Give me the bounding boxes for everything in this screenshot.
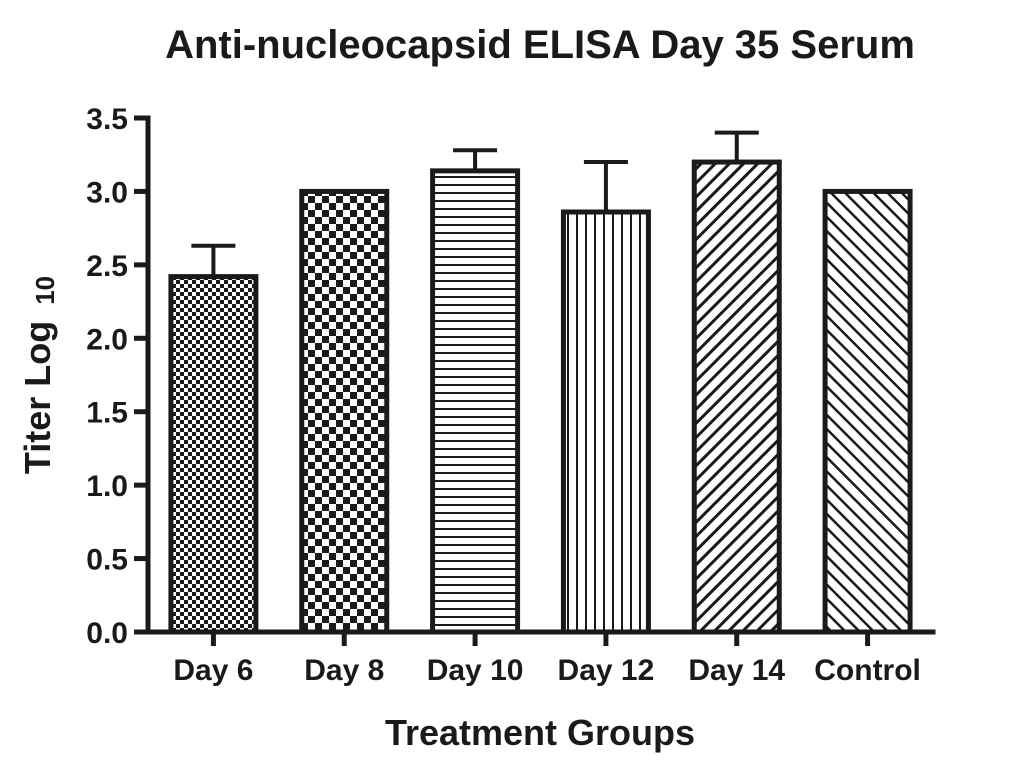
y-axis-title: Titer Log 10 xyxy=(17,276,60,474)
y-tick-label: 2.0 xyxy=(86,323,128,356)
bar-day-8 xyxy=(299,188,390,635)
y-tick-label: 3.0 xyxy=(86,176,128,209)
x-tick-label: Day 12 xyxy=(558,654,655,687)
x-tick-label: Day 14 xyxy=(688,654,785,687)
y-axis-title-main: Titer Log xyxy=(17,321,58,474)
bar-day-14 xyxy=(691,159,782,635)
y-tick-label: 2.5 xyxy=(86,250,128,283)
y-tick-label: 0.0 xyxy=(86,617,128,650)
bar-day-6 xyxy=(168,274,259,635)
y-tick-label: 1.0 xyxy=(86,470,128,503)
bar-day-10 xyxy=(430,168,521,635)
y-axis-ticks: 0.0 0.5 1.0 1.5 2.0 2.5 3.0 3.5 xyxy=(86,103,148,650)
x-tick-label: Day 6 xyxy=(173,654,253,687)
bar-day-12 xyxy=(560,209,651,635)
x-tick-label: Day 10 xyxy=(427,654,524,687)
svg-text:Titer Log 10: Titer Log 10 xyxy=(17,276,60,474)
bars-group xyxy=(168,130,913,635)
y-tick-label: 3.5 xyxy=(86,103,128,136)
y-tick-label: 1.5 xyxy=(86,397,128,430)
chart-title: Anti-nucleocapsid ELISA Day 35 Serum xyxy=(165,23,915,67)
x-axis-title: Treatment Groups xyxy=(385,712,695,753)
bar-control xyxy=(822,188,913,635)
y-axis-title-subscript: 10 xyxy=(30,276,60,305)
y-tick-label: 0.5 xyxy=(86,544,128,577)
x-tick-label: Control xyxy=(814,654,921,687)
x-tick-label: Day 8 xyxy=(304,654,384,687)
x-axis-ticks: Day 6 Day 8 Day 10 Day 12 Day 14 Control xyxy=(173,632,921,687)
